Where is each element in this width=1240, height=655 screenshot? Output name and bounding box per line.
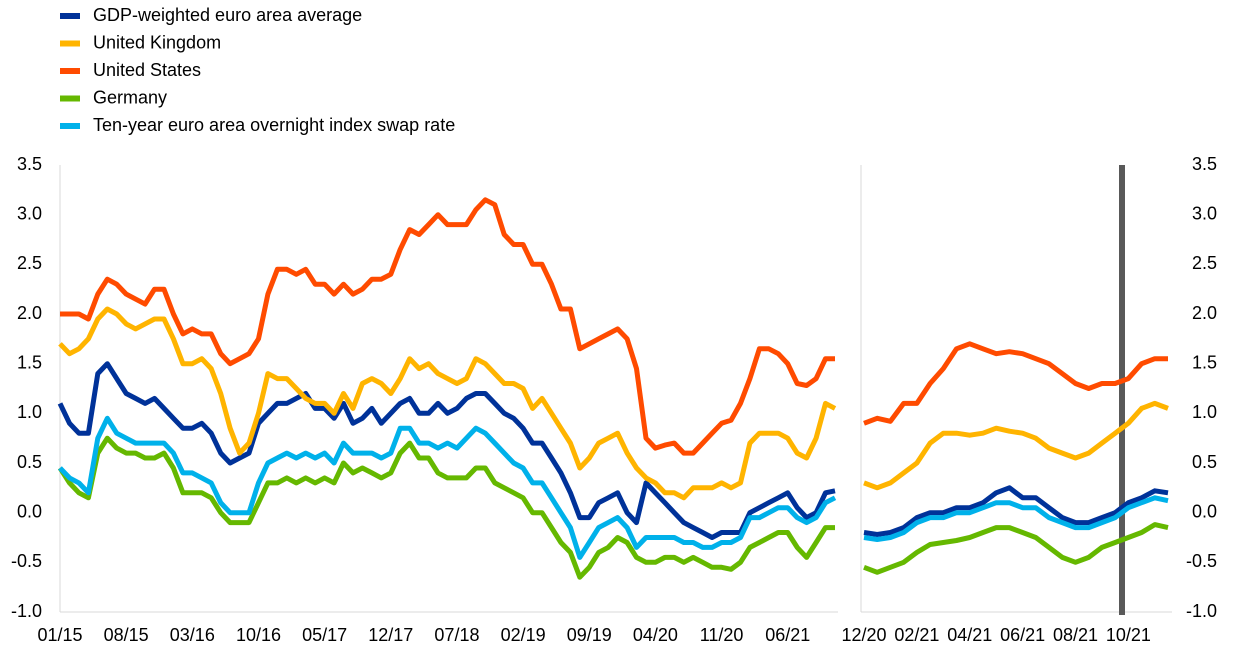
y-tick-label: 0.5	[1192, 452, 1217, 472]
series-line	[58, 306, 837, 501]
y-tick-label: 0.0	[17, 501, 42, 521]
y-tick-label: 0.0	[1192, 501, 1217, 521]
y-tick-label: -0.5	[1186, 551, 1217, 571]
x-tick-label: 09/19	[567, 625, 612, 645]
series-line	[863, 522, 1169, 575]
x-tick-label: 01/15	[37, 625, 82, 645]
x-tick-label: 10/16	[236, 625, 281, 645]
x-tick-label: 08/21	[1053, 625, 1098, 645]
x-tick-label: 12/20	[841, 625, 886, 645]
series-line	[57, 435, 835, 580]
x-tick-label: 02/21	[894, 625, 939, 645]
series-line	[58, 415, 837, 560]
y-tick-label: 2.5	[1192, 253, 1217, 273]
x-tick-label: 08/15	[104, 625, 149, 645]
x-tick-label: 03/16	[170, 625, 215, 645]
x-tick-label: 06/21	[765, 625, 810, 645]
x-tick-label: 12/17	[368, 625, 413, 645]
y-tick-label: -1.0	[11, 601, 42, 621]
y-tick-label: 1.0	[17, 402, 42, 422]
y-tick-label: 2.5	[17, 253, 42, 273]
legend-label: GDP-weighted euro area average	[93, 5, 362, 25]
series-line	[57, 361, 836, 540]
x-tick-label: 06/21	[1000, 625, 1045, 645]
series-line	[863, 495, 1169, 542]
y-tick-label: 1.5	[17, 352, 42, 372]
series-line	[863, 341, 1168, 426]
x-tick-label: 07/18	[434, 625, 479, 645]
y-tick-label: 2.0	[1192, 303, 1217, 323]
y-tick-label: -1.0	[1186, 601, 1217, 621]
x-tick-label: 11/20	[700, 625, 744, 645]
legend-label: United Kingdom	[93, 32, 221, 52]
y-tick-label: 2.0	[17, 303, 42, 323]
x-tick-label: 05/17	[302, 625, 347, 645]
y-tick-label: -0.5	[11, 551, 42, 571]
y-tick-label: 3.5	[1192, 154, 1217, 174]
vertical-marker	[1119, 165, 1125, 615]
x-tick-label: 10/21	[1106, 625, 1151, 645]
x-tick-label: 04/20	[633, 625, 678, 645]
x-tick-label: 04/21	[947, 625, 992, 645]
y-tick-label: 1.5	[1192, 352, 1217, 372]
legend-label: Ten-year euro area overnight index swap …	[93, 115, 455, 135]
x-tick-label: 02/19	[501, 625, 546, 645]
y-tick-label: 3.5	[17, 154, 42, 174]
series-line	[60, 197, 835, 456]
y-tick-label: 3.0	[1192, 203, 1217, 223]
y-tick-label: 3.0	[17, 203, 42, 223]
legend-label: Germany	[93, 87, 167, 107]
y-tick-label: 1.0	[1192, 402, 1217, 422]
y-tick-label: 0.5	[17, 452, 42, 472]
legend-label: United States	[93, 60, 201, 80]
series-line	[863, 400, 1169, 491]
series-line	[863, 485, 1169, 537]
